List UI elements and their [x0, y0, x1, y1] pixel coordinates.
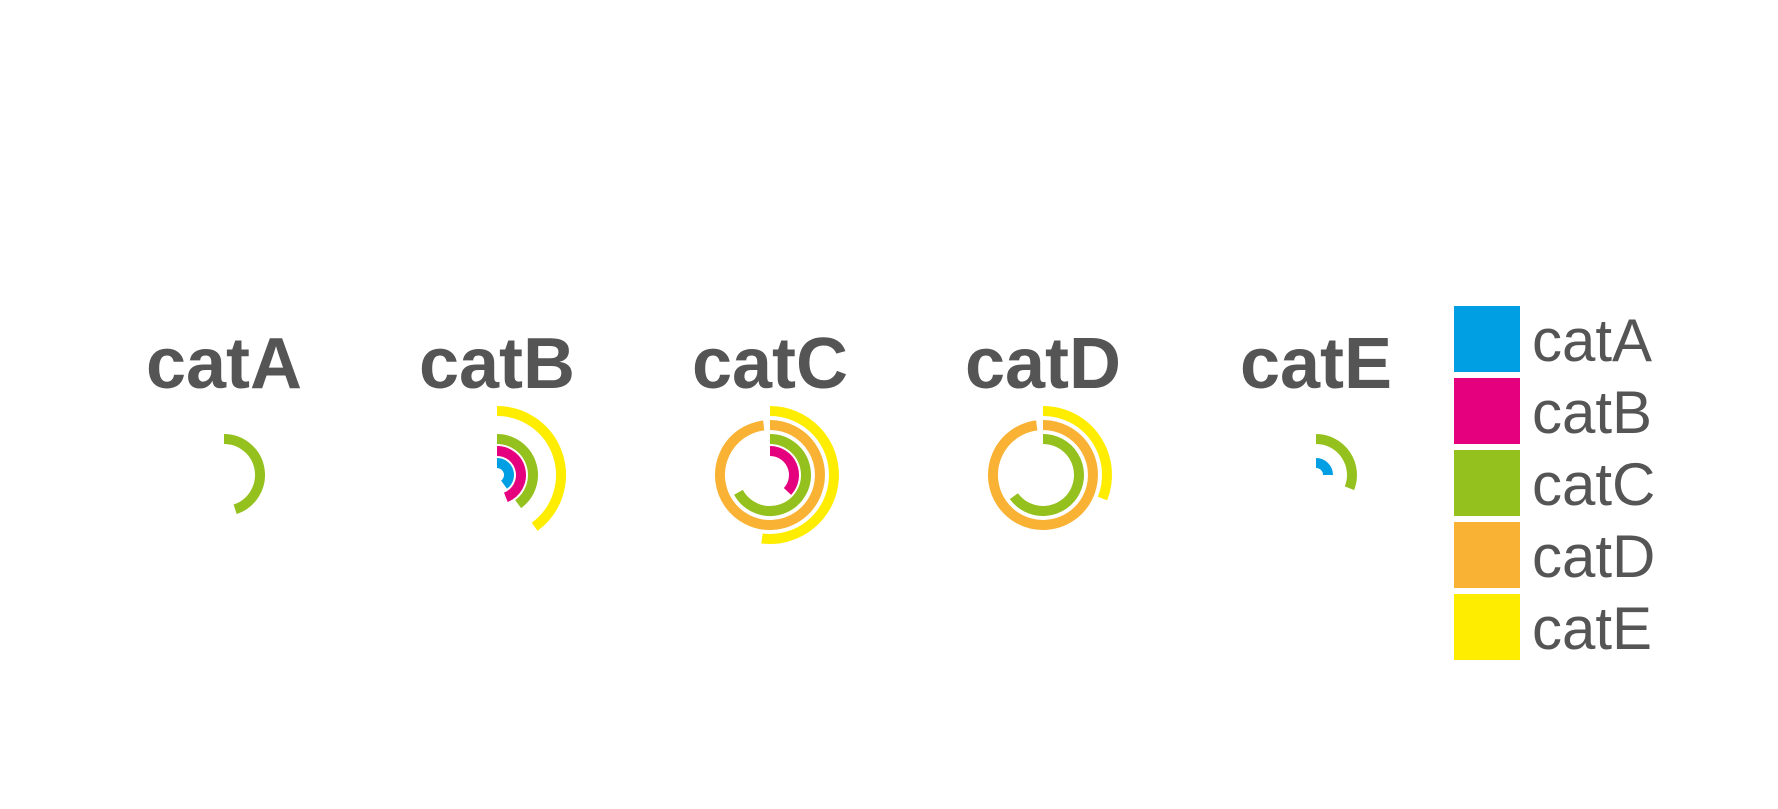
legend-swatch: [1454, 450, 1520, 516]
legend-label: catA: [1532, 307, 1652, 374]
radial-bar-catA-catC: [223, 434, 265, 514]
legend-swatch: [1454, 378, 1520, 444]
radial-bar-catE-catA: [1315, 458, 1333, 476]
radial-bar-catB-catC: [496, 434, 538, 509]
radial-bar-catB-catE: [496, 406, 566, 531]
radial-bar-catD-catE: [1042, 406, 1112, 501]
facet-catE: catE: [1240, 324, 1392, 491]
legend-swatch: [1454, 306, 1520, 372]
radial-bar-catD-catC: [1009, 434, 1084, 516]
radial-bar-catC-catD: [715, 420, 825, 530]
facet-title: catA: [146, 324, 302, 404]
facet-title: catE: [1240, 324, 1392, 404]
legend-item-catE: catE: [1454, 594, 1652, 662]
legend-item-catA: catA: [1454, 306, 1652, 374]
legend-item-catD: catD: [1454, 522, 1655, 590]
radial-bar-catC-catE: [761, 406, 839, 544]
facet-catB: catB: [419, 324, 575, 531]
radial-bar-catB-catB: [496, 446, 526, 502]
radial-bar-catB-catA: [496, 458, 514, 489]
legend-swatch: [1454, 594, 1520, 660]
legend-label: catB: [1532, 379, 1652, 446]
legend-swatch: [1454, 522, 1520, 588]
facet-catA: catA: [146, 324, 302, 514]
legend-label: catE: [1532, 595, 1652, 662]
radial-bar-catD-catD: [988, 420, 1098, 530]
facet-panels: catA catB catC catD catE: [146, 324, 1392, 544]
legend-label: catD: [1532, 523, 1655, 590]
facet-title: catD: [965, 324, 1121, 404]
facet-catC: catC: [692, 324, 848, 544]
legend-item-catC: catC: [1454, 450, 1655, 518]
radial-bar-catE-catC: [1315, 434, 1357, 491]
facet-title: catB: [419, 324, 575, 404]
facet-catD: catD: [965, 324, 1121, 530]
legend-label: catC: [1532, 451, 1655, 518]
radial-bar-catC-catC: [734, 434, 811, 516]
radial-bar-catC-catB: [769, 446, 799, 495]
facet-title: catC: [692, 324, 848, 404]
legend-item-catB: catB: [1454, 378, 1652, 446]
